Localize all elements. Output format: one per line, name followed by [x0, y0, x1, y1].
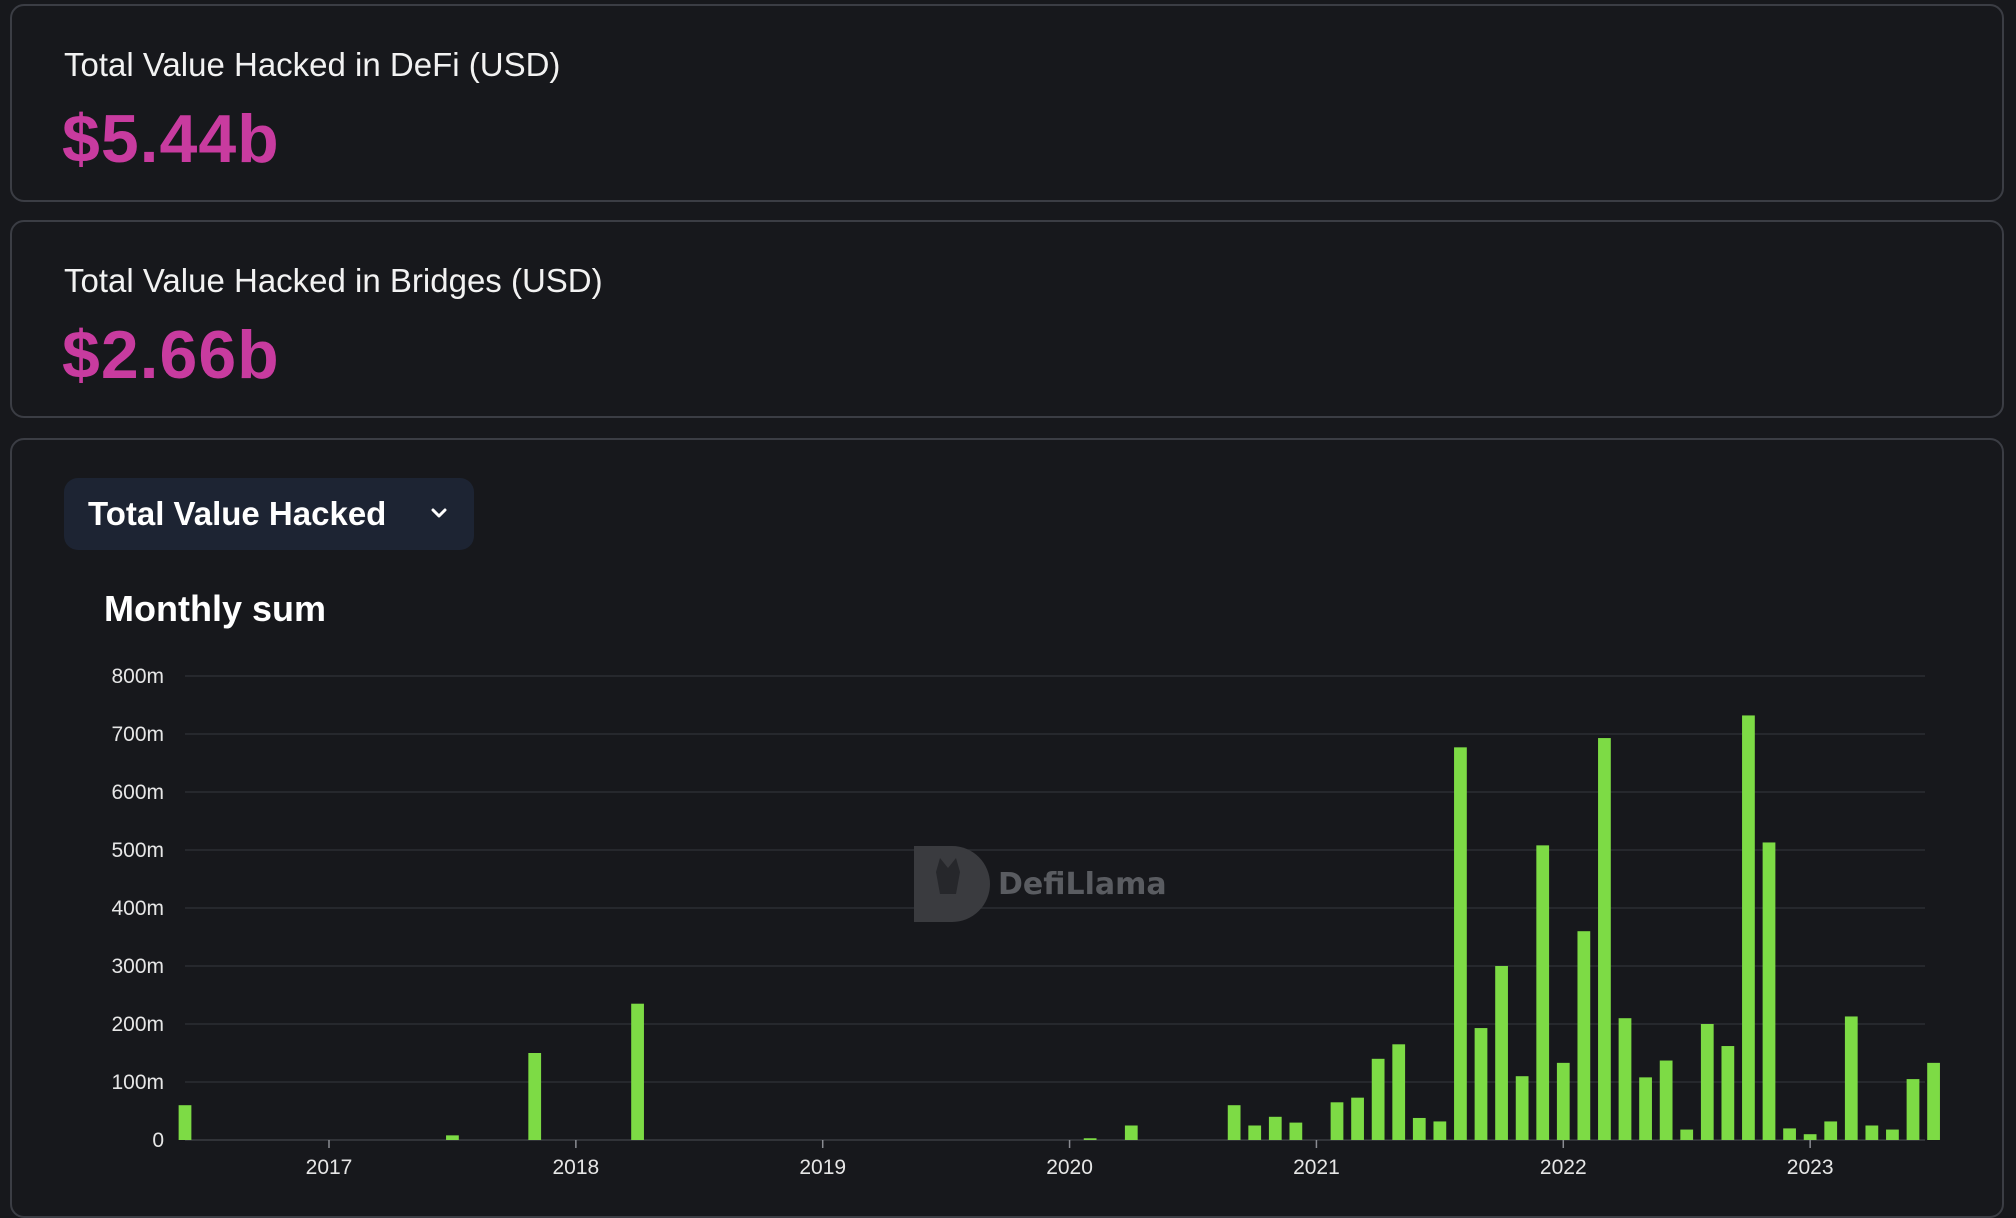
bar [1474, 1028, 1488, 1140]
defi-hacked-label: Total Value Hacked in DeFi (USD) [64, 46, 561, 83]
bar [1392, 1044, 1406, 1140]
x-tick-label: 2018 [552, 1156, 599, 1179]
chevron-down-icon [431, 508, 447, 518]
bar [1824, 1121, 1838, 1140]
bar [1927, 1062, 1940, 1140]
bar [1556, 1062, 1570, 1140]
bar [1721, 1046, 1735, 1140]
bar [1865, 1125, 1879, 1140]
bridges-hacked-card: Total Value Hacked in Bridges (USD) $2.6… [10, 220, 2004, 418]
bar [1886, 1129, 1899, 1140]
x-tick-label: 2021 [1293, 1156, 1340, 1179]
bar [1906, 1079, 1920, 1140]
bar [1577, 931, 1591, 1140]
chart-title: Monthly sum [104, 588, 326, 629]
y-tick-label: 400m [111, 897, 164, 920]
x-tick-label: 2019 [799, 1156, 846, 1179]
bar [1639, 1077, 1652, 1140]
bar [446, 1135, 459, 1140]
bar [1124, 1125, 1138, 1140]
bar [631, 1003, 644, 1140]
chart-card: Total Value Hacked Monthly sum 0 100m 200m… [10, 438, 2004, 1218]
bridges-hacked-label: Total Value Hacked in Bridges (USD) [64, 262, 603, 299]
bar [1680, 1129, 1694, 1140]
bar [1412, 1117, 1426, 1140]
x-tick-label: 2022 [1540, 1156, 1587, 1179]
bridges-hacked-value: $2.66b [62, 317, 280, 393]
y-tick-label: 800m [111, 665, 164, 688]
metric-dropdown[interactable]: Total Value Hacked [64, 478, 474, 550]
bar [1227, 1105, 1241, 1140]
x-tick-label: 2017 [306, 1156, 353, 1179]
bar [1803, 1134, 1817, 1140]
y-tick-label: 700m [111, 723, 164, 746]
y-tick-label: 200m [111, 1013, 164, 1036]
defi-hacked-value: $5.44b [62, 101, 280, 177]
bar [528, 1053, 542, 1140]
bar [1495, 966, 1508, 1140]
x-tick-label: 2023 [1787, 1156, 1834, 1179]
defillama-watermark: DefiLlama [914, 846, 1167, 922]
monthly-sum-bar-chart: 0 100m 200m 300m 400m 500m 600m 700m 800m DefiLl… [111, 665, 1940, 1179]
bar [1454, 747, 1467, 1140]
bar [1659, 1060, 1673, 1140]
watermark-text: DefiLlama [998, 867, 1167, 902]
bar [1248, 1125, 1262, 1140]
bar [1536, 845, 1550, 1140]
metric-dropdown-label: Total Value Hacked [88, 495, 387, 532]
defillama-logo-icon [914, 846, 990, 922]
bar [1515, 1076, 1529, 1140]
y-tick-label: 500m [111, 839, 164, 862]
bar [1844, 1016, 1858, 1140]
x-tick-label: 2020 [1046, 1156, 1093, 1179]
y-tick-label: 100m [111, 1071, 164, 1094]
bar [1289, 1122, 1303, 1140]
bar [1268, 1116, 1282, 1140]
bar [1433, 1121, 1447, 1140]
y-tick-label: 300m [111, 955, 164, 978]
defi-hacked-card: Total Value Hacked in DeFi (USD) $5.44b [10, 4, 2004, 202]
bar [1700, 1024, 1714, 1140]
bar [1618, 1018, 1632, 1140]
bar [1083, 1138, 1097, 1140]
bar [1330, 1102, 1344, 1140]
bar [1371, 1058, 1385, 1140]
bar [1783, 1128, 1796, 1140]
y-tick-label: 0 [152, 1129, 164, 1152]
bar [1742, 715, 1755, 1140]
bar [1598, 738, 1611, 1140]
bar [178, 1105, 192, 1140]
bar [1351, 1097, 1364, 1140]
y-tick-label: 600m [111, 781, 164, 804]
bar [1762, 842, 1776, 1140]
